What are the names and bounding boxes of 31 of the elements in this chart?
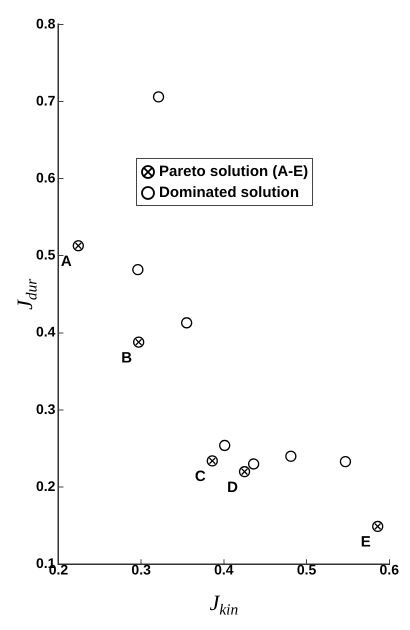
y-tick-label: 0.4 bbox=[36, 324, 56, 340]
point bbox=[72, 240, 84, 252]
point bbox=[133, 336, 144, 348]
y-tick-label: 0.8 bbox=[36, 15, 56, 32]
point bbox=[238, 466, 250, 478]
y-axis-title: Jdur bbox=[12, 278, 41, 310]
y-tick-label: 0.2 bbox=[36, 478, 56, 494]
annotation: D bbox=[227, 478, 238, 496]
annotation: B bbox=[121, 349, 132, 366]
point bbox=[132, 264, 144, 276]
legend-label: Pareto solution (A-E) bbox=[159, 162, 308, 182]
annotation: A bbox=[60, 252, 72, 270]
x-tick-label: 0.3 bbox=[131, 561, 152, 578]
annotation: C bbox=[194, 468, 206, 486]
point bbox=[181, 317, 192, 328]
x-tick-label: 0.5 bbox=[296, 561, 317, 578]
y-tick-label: 0.7 bbox=[36, 92, 56, 108]
y-tick-label: 0.6 bbox=[36, 169, 56, 186]
point bbox=[340, 456, 352, 468]
point bbox=[206, 455, 218, 467]
y-tick-label: 0.5 bbox=[36, 246, 56, 263]
point bbox=[219, 440, 230, 452]
point bbox=[372, 520, 384, 532]
x-tick-label: 0.6 bbox=[380, 561, 400, 578]
point bbox=[285, 450, 297, 462]
point bbox=[248, 458, 260, 470]
annotation: E bbox=[360, 534, 371, 551]
point bbox=[152, 91, 164, 103]
legend-label: Dominated solution bbox=[159, 183, 299, 203]
x-tick-label: 0.4 bbox=[214, 561, 234, 578]
y-tick-label: 0.3 bbox=[36, 400, 56, 417]
